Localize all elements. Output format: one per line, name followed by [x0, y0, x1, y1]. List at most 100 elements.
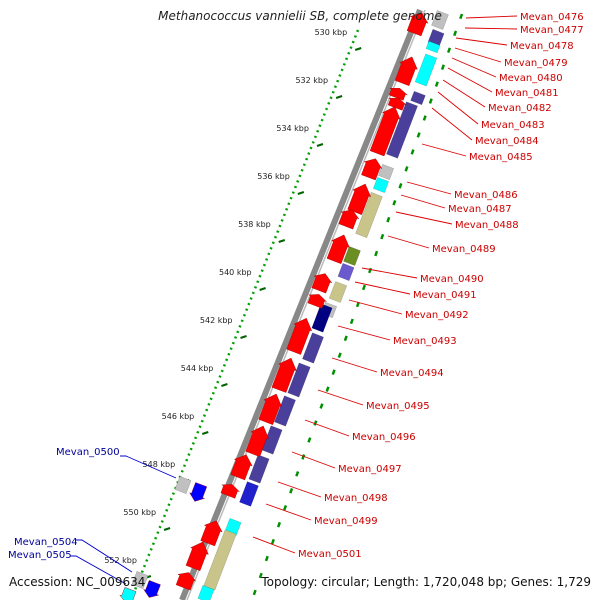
cog-box: [386, 101, 418, 159]
forward-gene-arrow: [361, 158, 383, 181]
leader-line: [406, 181, 452, 195]
reverse-gene-arrow: [143, 580, 161, 598]
gene-label-right: Mevan_0488: [455, 220, 519, 231]
gene-label-right: Mevan_0497: [338, 464, 402, 475]
forward-gene-arrow: [271, 357, 297, 393]
leader-line: [348, 299, 403, 315]
cog-box: [131, 570, 149, 590]
gene-label-right: Mevan_0480: [499, 73, 563, 84]
forward-gene-arrow: [311, 273, 333, 294]
cog-box: [287, 362, 311, 398]
gene-layer: [119, 12, 429, 600]
forward-gene-arrow: [406, 12, 429, 37]
gene-label-right: Mevan_0481: [495, 88, 559, 99]
scale-tick-label: 548 kbp: [143, 460, 176, 469]
cog-box: [355, 191, 383, 239]
leader-line: [304, 419, 350, 437]
forward-gene-arrow: [338, 209, 360, 230]
forward-gene-arrow: [245, 425, 270, 457]
leader-line: [464, 27, 518, 30]
cog-box: [377, 163, 395, 181]
gene-label-right: Mevan_0499: [314, 516, 378, 527]
gene-label-left: Mevan_0505: [8, 550, 72, 561]
cog-box: [431, 10, 449, 30]
forward-gene-arrow: [369, 106, 401, 157]
leader-line: [400, 194, 446, 209]
cog-box: [302, 332, 324, 364]
scale-tick-mark: [354, 47, 362, 51]
gene-label-right: Mevan_0501: [298, 549, 362, 560]
forward-gene-arrow: [286, 317, 313, 355]
backbone-layer: [179, 8, 464, 600]
gene-label-right: Mevan_0493: [393, 336, 457, 347]
scale-tick-label: 542 kbp: [200, 316, 233, 325]
backbone-inner: [186, 9, 426, 600]
cog-box: [414, 53, 438, 87]
gene-label-right: Mevan_0485: [469, 152, 533, 163]
cog-box: [410, 90, 426, 106]
scale-tick-mark: [221, 383, 228, 387]
genome-title: Methanococcus vannielii SB, complete gen…: [158, 9, 442, 23]
gene-label-right: Mevan_0484: [475, 136, 539, 147]
leader-line: [337, 325, 391, 341]
cog-box: [343, 246, 361, 266]
scale-tick-mark: [278, 239, 286, 243]
leader-line: [76, 539, 133, 573]
gene-label-right: Mevan_0476: [520, 12, 584, 23]
forward-gene-arrow: [175, 572, 197, 591]
forward-gene-arrow: [185, 541, 209, 571]
leader-line: [277, 481, 322, 498]
gene-label-right: Mevan_0477: [520, 25, 584, 36]
forward-gene-arrow: [307, 294, 327, 309]
gene-label-left: Mevan_0504: [14, 537, 78, 548]
forward-gene-arrow: [326, 234, 350, 264]
leader-line: [465, 15, 518, 19]
leader-line: [431, 107, 473, 141]
cog-box: [311, 303, 333, 333]
gene-label-right: Mevan_0479: [504, 58, 568, 69]
scale-tick-label: 540 kbp: [219, 268, 252, 277]
scale-tick-label: 536 kbp: [257, 172, 290, 181]
scale-tick-label: 552 kbp: [104, 556, 137, 565]
leader-line: [454, 47, 502, 63]
scale-tick-label: 534 kbp: [276, 124, 309, 133]
leader-line: [70, 555, 127, 585]
gene-label-right: Mevan_0486: [454, 190, 518, 201]
leader-line: [455, 37, 508, 46]
inner-dashed-ring: [250, 13, 464, 600]
leader-line: [387, 235, 430, 249]
backbone-outer: [179, 8, 423, 600]
forward-gene-arrow: [230, 454, 253, 481]
forward-gene-arrow: [388, 88, 408, 101]
scale-tick-mark: [335, 95, 343, 99]
gene-label-right: Mevan_0495: [366, 401, 430, 412]
leader-line: [120, 455, 177, 479]
scale-tick-label: 550 kbp: [123, 508, 156, 517]
scale-tick-mark: [201, 431, 209, 435]
reverse-gene-arrow: [189, 482, 208, 502]
cog-box: [274, 395, 296, 427]
gene-label-right: Mevan_0487: [448, 204, 512, 215]
scale-tick-label: 532 kbp: [295, 76, 328, 85]
gene-label-right: Mevan_0483: [481, 120, 545, 131]
cog-box: [337, 262, 355, 282]
scale-layer: 530 kbp 532 kbp 534 kbp 536 kbp 538 kbp 540 k…: [104, 28, 362, 600]
leader-line: [395, 211, 453, 225]
forward-gene-arrow: [394, 56, 418, 86]
scale-tick-mark: [259, 287, 266, 291]
gene-label-right: Mevan_0498: [324, 493, 388, 504]
cog-box: [248, 454, 270, 484]
cog-box: [174, 475, 192, 495]
gene-label-left: Mevan_0500: [56, 447, 120, 458]
scale-tick-label: 538 kbp: [238, 220, 271, 229]
gene-label-right: Mevan_0492: [405, 310, 469, 321]
scale-tick-label: 544 kbp: [181, 364, 214, 373]
leader-line: [421, 143, 467, 157]
leader-line: [447, 67, 493, 93]
scale-tick-mark: [316, 143, 324, 147]
cog-box: [328, 281, 348, 303]
leader-line: [354, 281, 411, 295]
gene-label-right: Mevan_0478: [510, 41, 574, 52]
label-layer: Mevan_0476 Mevan_0477 Mevan_0478 Mevan_0479…: [8, 12, 584, 585]
